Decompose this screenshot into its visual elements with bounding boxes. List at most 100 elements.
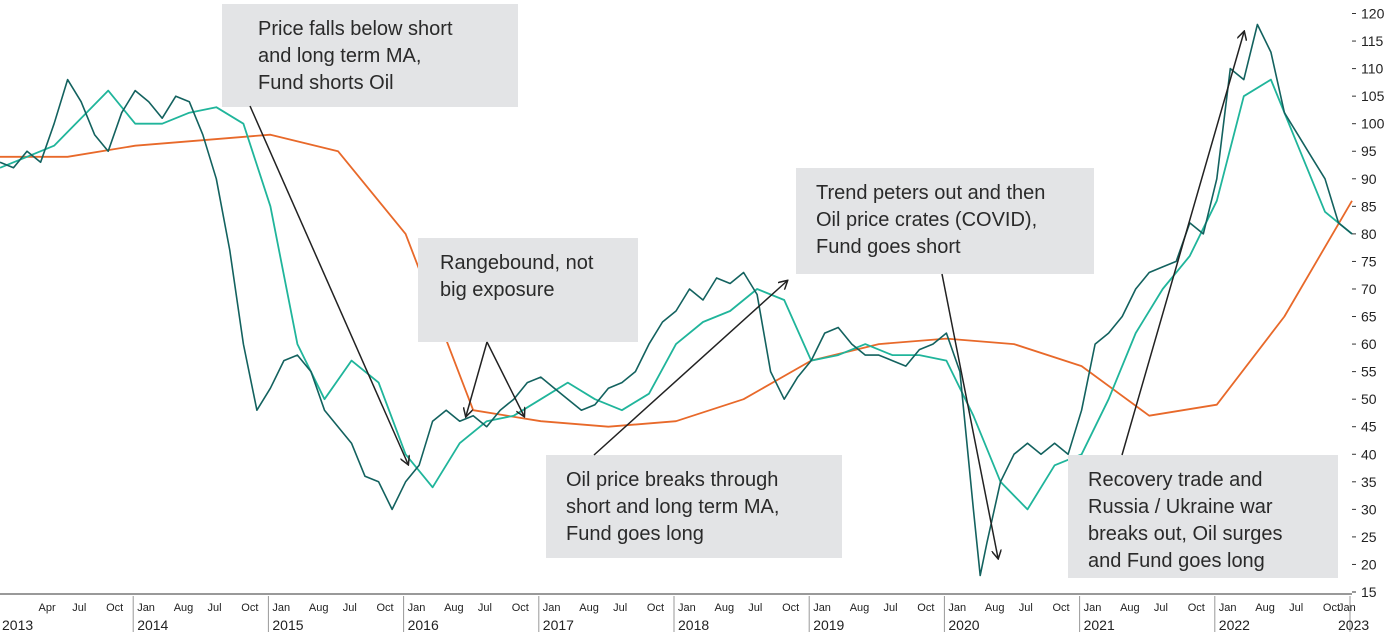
x-month-label: Jan	[1219, 602, 1237, 614]
y-tick-label: 95	[1361, 143, 1377, 159]
x-month-label: Aug	[1120, 602, 1140, 614]
y-tick-label: 40	[1361, 446, 1377, 462]
x-month-label: Aug	[579, 602, 599, 614]
annotation-a1: Price falls below short and long term MA,…	[222, 4, 518, 107]
y-tick-label: 15	[1361, 584, 1377, 600]
x-year-label: 2023	[1338, 617, 1369, 633]
x-month-label: Aug	[715, 602, 735, 614]
annotation-box	[1068, 455, 1338, 578]
x-month-label: Oct	[1323, 602, 1340, 614]
x-year-label: 2017	[543, 617, 574, 633]
annotation-text: short and long term MA,	[566, 496, 779, 518]
x-year-label: 2018	[678, 617, 709, 633]
y-tick-label: 80	[1361, 226, 1377, 242]
x-month-label: Oct	[647, 602, 664, 614]
y-tick-label: 45	[1361, 419, 1377, 435]
y-tick-label: 35	[1361, 474, 1377, 490]
annotation-text: Fund shorts Oil	[258, 72, 394, 94]
annotation-arrow	[466, 341, 488, 416]
x-year-label: 2016	[408, 617, 439, 633]
y-tick-label: 110	[1361, 61, 1384, 77]
x-month-label: Jan	[272, 602, 290, 614]
x-month-label: Oct	[512, 602, 529, 614]
x-month-label: Jul	[72, 602, 86, 614]
y-tick-label: 105	[1361, 88, 1385, 104]
x-month-label: Oct	[377, 602, 394, 614]
x-month-label: Oct	[241, 602, 258, 614]
y-tick-label: 20	[1361, 556, 1377, 572]
y-tick-label: 75	[1361, 253, 1377, 269]
x-month-label: Aug	[1255, 602, 1275, 614]
y-tick-label: 55	[1361, 364, 1377, 380]
x-month-label: Jul	[613, 602, 627, 614]
x-year-label: 2020	[948, 617, 979, 633]
annotation-text: Rangebound, not	[440, 252, 594, 274]
x-month-label: Oct	[106, 602, 123, 614]
annotation-text: and long term MA,	[258, 45, 421, 67]
x-year-label: 2015	[272, 617, 303, 633]
annotation-layer: Price falls below short and long term MA,…	[222, 4, 1338, 578]
series-line-short_ma	[0, 78, 1353, 511]
annotation-box	[222, 4, 518, 107]
y-tick-label: 90	[1361, 171, 1377, 187]
x-month-label: Oct	[782, 602, 799, 614]
y-tick-label: 100	[1361, 116, 1385, 132]
annotation-text: Russia / Ukraine war	[1088, 496, 1273, 518]
y-tick-label: 50	[1361, 391, 1377, 407]
x-month-label: Jan	[813, 602, 831, 614]
annotation-arrow	[593, 281, 787, 456]
y-tick-label: 70	[1361, 281, 1377, 297]
x-month-label: Aug	[309, 602, 329, 614]
series-line-price	[0, 23, 1353, 577]
annotation-box	[418, 238, 638, 342]
x-month-label: Jan	[948, 602, 966, 614]
annotation-arrow	[486, 341, 524, 416]
y-tick-label: 30	[1361, 501, 1377, 517]
x-month-label: Aug	[850, 602, 870, 614]
x-month-label: Oct	[917, 602, 934, 614]
x-month-label: Jul	[884, 602, 898, 614]
annotation-box	[796, 168, 1094, 274]
annotation-arrow	[1121, 32, 1244, 456]
series-layer	[0, 23, 1353, 577]
annotation-text: Price falls below short	[258, 18, 453, 40]
annotation-a5: Recovery trade and Russia / Ukraine war br…	[1068, 455, 1338, 578]
annotation-text: Recovery trade and	[1088, 469, 1263, 491]
x-month-label: Jan	[1338, 602, 1356, 614]
x-month-label: Jan	[137, 602, 155, 614]
x-month-label: Jan	[408, 602, 426, 614]
y-tick-label: 115	[1361, 33, 1384, 49]
x-month-label: Oct	[1188, 602, 1205, 614]
y-tick-label: 85	[1361, 198, 1377, 214]
y-tick-label: 65	[1361, 309, 1377, 325]
y-tick-label: 60	[1361, 336, 1377, 352]
annotation-text: Oil price crates (COVID),	[816, 209, 1037, 231]
x-month-label: Aug	[174, 602, 194, 614]
x-month-label: Jul	[748, 602, 762, 614]
x-month-label: Jan	[1084, 602, 1102, 614]
x-year-label: 2019	[813, 617, 844, 633]
annotation-text: Fund goes short	[816, 236, 961, 258]
x-month-label: Oct	[1053, 602, 1070, 614]
annotation-a2: Rangebound, not big exposure	[418, 238, 638, 342]
axes-layer: Apr Jul Oct Jan Aug Jul Oct Jan Aug Jul Oct Jan Aug J…	[0, 6, 1385, 633]
annotation-text: Trend peters out and then	[816, 182, 1045, 204]
x-month-label: Jul	[478, 602, 492, 614]
annotation-arrow	[249, 105, 408, 464]
annotation-arrow	[941, 273, 998, 558]
annotation-text: and Fund goes long	[1088, 550, 1265, 572]
x-month-label: Jul	[1154, 602, 1168, 614]
annotation-box	[546, 455, 842, 558]
x-year-label: 2014	[137, 617, 168, 633]
annotation-text: Fund goes long	[566, 523, 704, 545]
x-year-label: 2013	[2, 617, 33, 633]
annotation-a4: Trend peters out and then Oil price crate…	[796, 168, 1094, 274]
x-month-label: Jan	[678, 602, 696, 614]
annotation-a3: Oil price breaks through short and long t…	[546, 455, 842, 558]
y-tick-label: 25	[1361, 529, 1377, 545]
annotation-text: big exposure	[440, 279, 555, 301]
x-month-label: Jul	[1019, 602, 1033, 614]
x-month-label: Jan	[543, 602, 561, 614]
x-year-label: 2022	[1219, 617, 1250, 633]
